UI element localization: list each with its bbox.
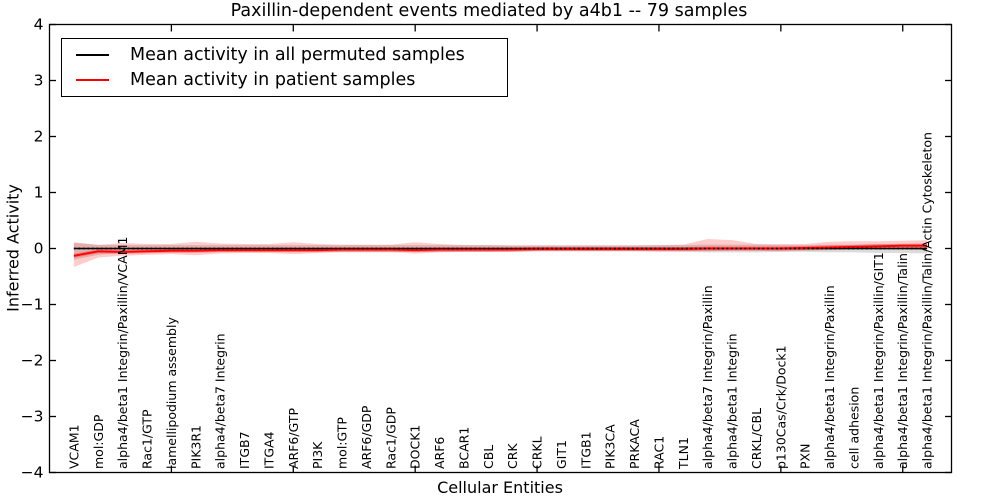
x-tick-label: CRKL [530, 436, 545, 469]
x-tick-label: mol:GTP [335, 417, 350, 469]
x-tick-label: TLN1 [676, 437, 691, 470]
legend-label-permuted: Mean activity in all permuted samples [130, 45, 465, 66]
legend: Mean activity in all permuted samples Me… [61, 38, 508, 97]
x-tick-label: mol:GDP [91, 414, 106, 469]
y-tick-label: −3 [21, 408, 44, 426]
permuted-line-sample [76, 54, 109, 57]
permuted-band [73, 242, 928, 260]
x-tick-label: PRKACA [627, 419, 642, 469]
x-tick-label: RAC1 [652, 436, 667, 469]
x-axis-label: Cellular Entities [437, 478, 563, 497]
x-tick-label: alpha4/beta7 Integrin [213, 333, 228, 469]
legend-label-patient: Mean activity in patient samples [130, 69, 416, 90]
x-tick-label: alpha4/beta1 Integrin [725, 333, 740, 469]
y-tick-label: 3 [34, 72, 44, 90]
x-tick-label: PI3K [310, 441, 325, 469]
y-tick-label: −1 [21, 296, 44, 314]
x-tick-label: PXN [798, 444, 813, 469]
x-tick-label: CRK [505, 443, 520, 469]
y-tick-label: 4 [34, 16, 44, 34]
x-tick-label: alpha4/beta1 Integrin/Paxillin/VCAM1 [115, 237, 130, 469]
x-tick-label: lamellipodium assembly [164, 317, 179, 469]
x-tick-label: Rac1/GTP [140, 409, 155, 469]
x-tick-label: CBL [481, 445, 496, 469]
x-tick-label: BCAR1 [456, 427, 471, 469]
x-tick-label: CRKL/CBL [749, 408, 764, 469]
x-tick-label: GIT1 [554, 440, 569, 469]
x-tick-label: alpha4/beta1 Integrin/Paxillin [822, 285, 837, 469]
x-tick-label: alpha4/beta1 Integrin/Paxillin/Talin/Act… [920, 132, 935, 469]
x-tick-label: alpha4/beta1 Integrin/Paxillin/GIT1 [871, 252, 886, 469]
x-tick-label: ITGB7 [237, 431, 252, 469]
x-tick-label: PIK3CA [603, 424, 618, 469]
y-tick-label: 1 [34, 184, 44, 202]
x-tick-label: VCAM1 [66, 424, 81, 469]
patient-band-outer [73, 239, 928, 267]
chart-title: Paxillin-dependent events mediated by a4… [230, 1, 748, 21]
x-tick-label: ARF6 [432, 437, 447, 469]
patient-line-sample [76, 78, 109, 81]
x-tick-label: ITGB1 [578, 431, 593, 469]
x-tick-label: alpha4/beta1 Integrin/Paxillin/Talin [895, 253, 910, 469]
x-tick-label: p130Cas/Crk/Dock1 [773, 345, 788, 469]
x-tick-label: alpha4/beta7 Integrin/Paxillin [700, 285, 715, 469]
x-tick-label: DOCK1 [408, 425, 423, 469]
x-tick-label: ARF6/GTP [286, 408, 301, 469]
patient-band-inner [73, 243, 928, 258]
legend-item-permuted: Mean activity in all permuted samples [62, 43, 507, 67]
x-tick-label: ARF6/GDP [359, 405, 374, 469]
legend-item-patient: Mean activity in patient samples [62, 68, 507, 92]
y-tick-label: 2 [34, 128, 44, 146]
x-tick-label: ITGA4 [261, 431, 276, 469]
x-tick-label: cell adhesion [847, 387, 862, 469]
y-tick-label: −2 [21, 352, 44, 370]
y-tick-label: 0 [34, 240, 44, 258]
x-tick-label: Rac1/GDP [383, 407, 398, 469]
x-tick-label: PIK3R1 [188, 425, 203, 469]
y-tick-label: −4 [21, 464, 44, 482]
